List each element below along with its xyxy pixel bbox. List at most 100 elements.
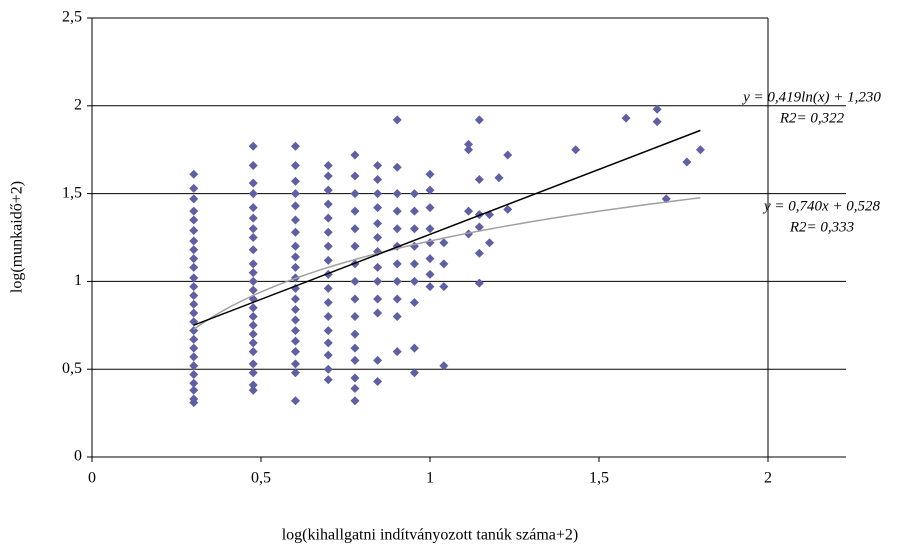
point [290, 396, 300, 406]
point [484, 238, 494, 248]
point [248, 268, 258, 278]
point [350, 171, 360, 181]
point [373, 294, 383, 304]
point [290, 304, 300, 314]
point [248, 338, 258, 348]
point [409, 206, 419, 216]
point [290, 294, 300, 304]
point [290, 336, 300, 346]
point [189, 308, 199, 318]
point [350, 294, 360, 304]
point [290, 161, 300, 171]
point [189, 385, 199, 395]
point [409, 368, 419, 378]
point [248, 368, 258, 378]
point [323, 161, 333, 171]
point [425, 254, 435, 264]
point [189, 361, 199, 371]
point [323, 283, 333, 293]
point [323, 364, 333, 374]
point [409, 343, 419, 353]
point [350, 276, 360, 286]
point [323, 241, 333, 251]
point [373, 262, 383, 272]
point [189, 378, 199, 388]
point [290, 241, 300, 251]
point [290, 368, 300, 378]
point [439, 361, 449, 371]
y-axis-label: log(munkaidő+2) [9, 181, 26, 293]
y-tick-label: 1,5 [62, 184, 82, 201]
point [474, 222, 484, 232]
point [189, 215, 199, 225]
point [571, 145, 581, 155]
point [392, 294, 402, 304]
point [290, 359, 300, 369]
point [373, 189, 383, 199]
point [373, 355, 383, 365]
point [189, 290, 199, 300]
point [189, 282, 199, 292]
point [323, 350, 333, 360]
point [425, 282, 435, 292]
point [425, 269, 435, 279]
point [248, 224, 258, 234]
annotation: R2= 0,322 [779, 110, 845, 126]
point [323, 171, 333, 181]
point [248, 385, 258, 395]
point [323, 213, 333, 223]
point [323, 185, 333, 195]
point [248, 189, 258, 199]
point [189, 352, 199, 362]
point [350, 329, 360, 339]
point [248, 141, 258, 151]
point [350, 312, 360, 322]
point [290, 201, 300, 211]
point [409, 259, 419, 269]
point [189, 343, 199, 353]
y-tick-label: 0 [74, 448, 82, 465]
point [425, 203, 435, 213]
point [373, 175, 383, 185]
point [392, 206, 402, 216]
x-tick-label: 2 [764, 470, 772, 487]
point [323, 338, 333, 348]
point [323, 227, 333, 237]
point [474, 248, 484, 258]
point [439, 259, 449, 269]
point [494, 173, 504, 183]
point [290, 262, 300, 272]
x-tick-label: 1 [426, 470, 434, 487]
point [425, 169, 435, 179]
point [682, 157, 692, 167]
point [248, 233, 258, 242]
trendline [193, 129, 701, 326]
point [409, 224, 419, 234]
point [425, 224, 435, 234]
point [425, 185, 435, 195]
point [373, 276, 383, 286]
point [248, 213, 258, 223]
annotation: y = 0,419ln(x) + 1,230 [741, 89, 881, 105]
point [350, 150, 360, 160]
point [652, 117, 662, 127]
annotation: R2= 0,333 [789, 219, 854, 235]
point [290, 141, 300, 151]
point [474, 115, 484, 125]
point [189, 299, 199, 309]
point [248, 178, 258, 188]
point [409, 276, 419, 286]
point [189, 334, 199, 344]
point [248, 312, 258, 322]
point [409, 297, 419, 307]
point [350, 343, 360, 353]
point [503, 150, 513, 160]
point [323, 199, 333, 209]
point [189, 245, 199, 255]
point [248, 329, 258, 339]
point [350, 373, 360, 383]
point [290, 315, 300, 325]
point [189, 206, 199, 216]
point [189, 225, 199, 235]
